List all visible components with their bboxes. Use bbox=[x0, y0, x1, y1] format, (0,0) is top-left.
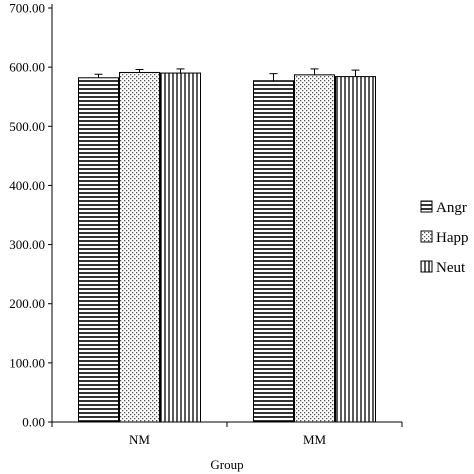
x-category-label: NM bbox=[129, 432, 150, 447]
y-tick-label: 600.00 bbox=[9, 60, 45, 75]
legend-swatch-happy bbox=[420, 230, 433, 243]
legend-label-happy: Happ bbox=[436, 230, 469, 246]
y-tick-label: 400.00 bbox=[9, 178, 45, 193]
bar-angry-nm bbox=[78, 77, 119, 423]
y-tick-label: 200.00 bbox=[9, 296, 45, 311]
bar-angry-mm bbox=[253, 80, 294, 423]
bar-happy-nm bbox=[119, 71, 160, 423]
bar-happy-mm bbox=[294, 74, 335, 423]
y-tick-label: 700.00 bbox=[9, 1, 45, 16]
bar-neutral-mm bbox=[335, 76, 376, 423]
x-category-label: MM bbox=[303, 432, 327, 447]
legend-label-neutral: Neut bbox=[436, 260, 466, 276]
y-tick-label: 0.00 bbox=[22, 415, 45, 430]
legend: Angr Happ Neut bbox=[420, 200, 469, 276]
bars bbox=[78, 68, 376, 423]
legend-swatch-angry bbox=[420, 200, 433, 213]
x-axis-title: Group bbox=[210, 457, 243, 472]
y-tick-label: 100.00 bbox=[9, 355, 45, 370]
legend-label-angry: Angr bbox=[436, 200, 467, 216]
labels: 0.00 100.00 200.00 300.00 400.00 500.00 600.00… bbox=[9, 1, 326, 473]
y-tick-label: 500.00 bbox=[9, 119, 45, 134]
bar-neutral-nm bbox=[160, 72, 201, 423]
y-tick-label: 300.00 bbox=[9, 237, 45, 252]
legend-swatch-neutral bbox=[420, 260, 433, 273]
